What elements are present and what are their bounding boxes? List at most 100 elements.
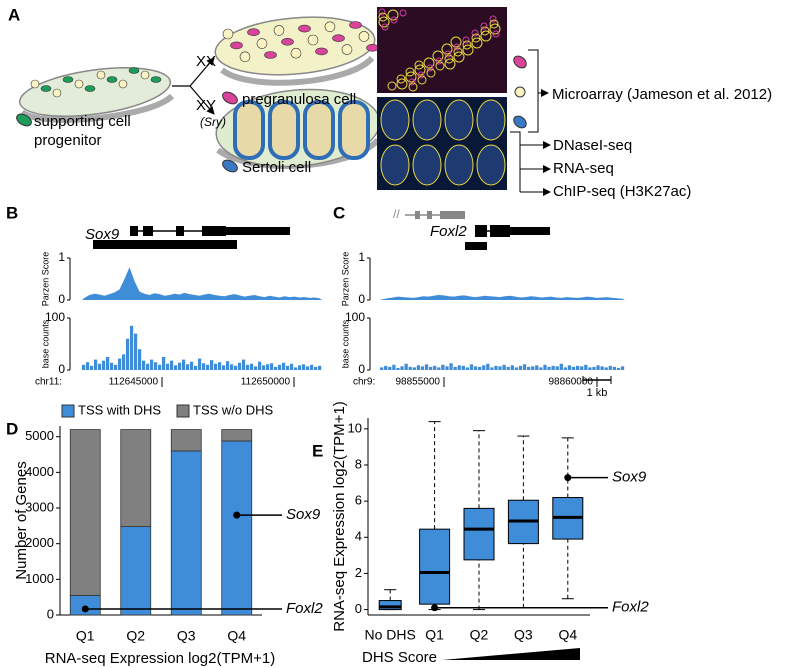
bar [170,429,202,452]
panel-label: A [8,5,20,24]
y-tick-label: 0 [355,601,362,616]
tube-base [20,93,175,123]
count-bar [186,364,190,370]
cell [453,43,461,51]
y-tick-label: 0 [58,362,65,376]
y-tick-label: 3000 [25,499,54,514]
count-bar [408,366,412,370]
assay-label: RNA-seq [553,160,614,177]
count-bar [588,367,592,370]
tubule [380,144,410,186]
progenitor-icon [16,113,32,127]
cell [30,79,40,89]
cell [40,85,52,92]
cell [480,30,492,42]
count-bar [202,363,206,370]
annotation-label: Foxl2 [286,600,323,617]
count-bar [531,366,535,370]
count-bar [286,365,290,370]
count-bar [441,364,445,370]
cell [450,36,462,48]
count-bar [559,363,563,370]
y-tick-label: 1000 [25,571,54,586]
cell [381,23,389,31]
cell [298,24,311,33]
tubule [303,100,335,160]
count-bar [210,360,214,370]
cell [96,70,106,80]
count-bar [222,365,226,370]
legend-swatch [61,404,75,418]
cell [247,28,260,37]
count-bar [274,366,278,370]
count-bar [482,365,486,370]
count-bar [142,360,146,370]
count-bar [98,363,102,370]
tubule [338,100,370,160]
y-tick-label: 0 [358,362,365,376]
count-bar [242,359,246,370]
cell [140,70,150,80]
cell [462,44,474,56]
count-bar [494,365,498,370]
count-bar [206,364,210,370]
annotation-label: Sox9 [286,506,321,523]
cell [414,60,424,70]
cell [435,57,443,65]
cell [441,43,453,55]
count-bar [527,366,531,370]
cell [366,43,379,52]
pregranulosa-icon [513,55,527,69]
y-tick-label: 4 [355,529,362,544]
count-bar [158,364,162,370]
count-bar [400,366,404,370]
cell [480,26,490,36]
count-bar [182,359,186,370]
count-bar [290,363,294,370]
count-bar [146,363,150,370]
count-bar [592,366,596,370]
cell [396,74,406,84]
bar [221,440,253,616]
cell-label: Sertoli cell [242,159,311,176]
panel-label: E [312,441,323,460]
y-tick-label: 100 [345,310,365,324]
count-bar [469,364,474,370]
panel-label: C [333,203,345,222]
count-bar [138,349,142,370]
cell [128,67,140,74]
x-axis-label: RNA-seq Expression log2(TPM+1) [45,650,276,667]
box [378,600,402,611]
cell [480,22,488,30]
cell [396,78,408,90]
bar [120,526,152,616]
count-bar [437,367,441,370]
annotation-point [81,605,89,613]
y-tick-label: 8 [355,456,362,471]
count-bar [198,358,202,370]
position-label: 98860000 [549,377,594,388]
tube-base [220,55,375,86]
cell [239,51,251,63]
count-bar [543,364,547,370]
cell [349,21,362,29]
count-bar [190,361,194,370]
count-bar [510,365,514,370]
bar [120,429,152,527]
count-bar [486,363,490,370]
annotation-label: Foxl2 [612,599,649,616]
count-bar [596,365,600,370]
count-bar [571,366,576,370]
x-tick-label: Q2 [470,627,489,643]
track-label: Parzen Score [40,252,50,307]
count-bar [551,365,555,370]
count-bar [270,363,274,370]
count-bar [162,357,166,370]
x-tick-label: Q4 [558,627,577,643]
tubule [233,100,265,160]
count-bar [461,365,465,370]
bar [170,450,202,616]
cell [332,34,345,43]
count-bar [94,359,98,370]
count-bar [174,365,178,370]
